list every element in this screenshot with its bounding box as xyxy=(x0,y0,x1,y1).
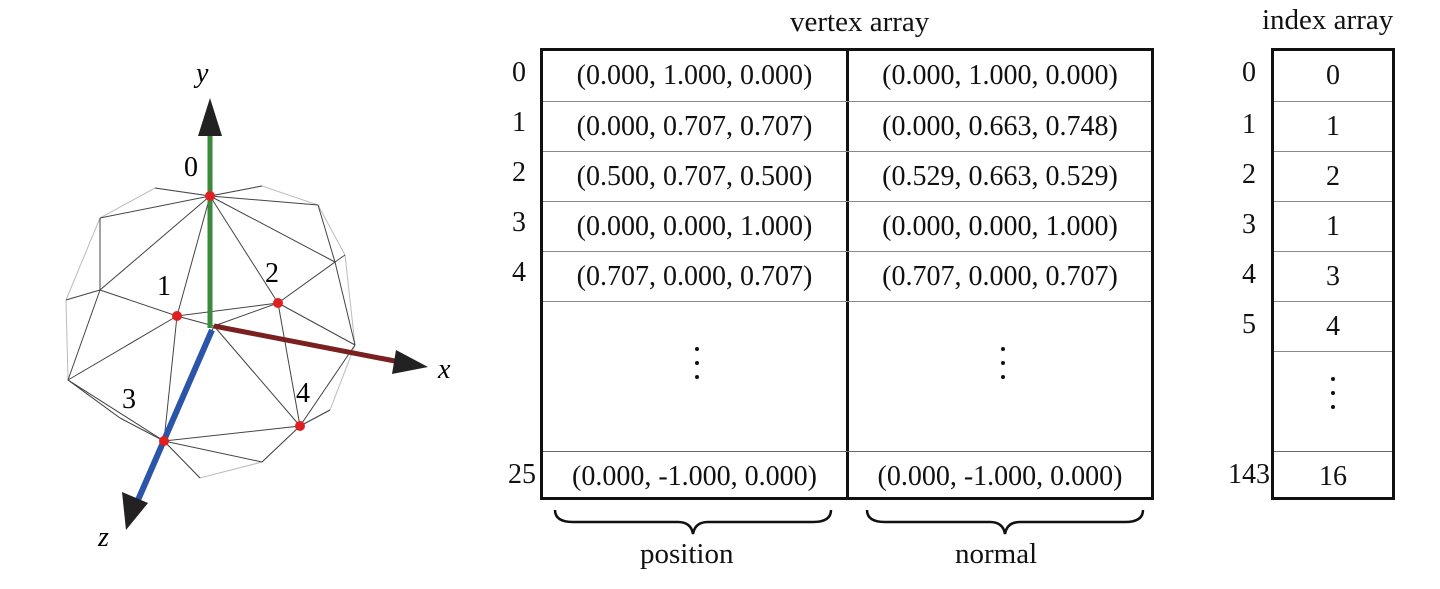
table-row: (0.707, 0.000, 0.707) (0.707, 0.000, 0.7… xyxy=(543,252,1151,302)
index-row-index: 1 xyxy=(1242,109,1256,140)
normal-cell: (0.707, 0.000, 0.707) xyxy=(882,261,1118,292)
row-divider xyxy=(1274,101,1392,102)
row-divider xyxy=(1274,451,1392,452)
index-row-index: 3 xyxy=(1242,209,1256,240)
index-row-index: 5 xyxy=(1242,309,1256,340)
row-divider xyxy=(1274,151,1392,152)
vertex-2-point xyxy=(273,298,283,308)
row-divider xyxy=(543,251,1151,252)
table-row: 3 xyxy=(1326,261,1340,292)
position-cell: (0.000, -1.000, 0.000) xyxy=(572,461,817,492)
table-row: 2 xyxy=(1326,161,1340,192)
z-axis-label: z xyxy=(97,522,109,553)
row-divider xyxy=(1274,351,1392,352)
normal-cell: (0.529, 0.663, 0.529) xyxy=(882,161,1118,192)
wireframe-mesh xyxy=(65,185,356,479)
normal-cell: (0.000, 1.000, 0.000) xyxy=(882,60,1118,91)
position-label: position xyxy=(640,538,734,570)
y-axis-label: y xyxy=(193,58,209,89)
row-divider xyxy=(543,201,1151,202)
vertex-row-index: 3 xyxy=(512,207,526,238)
table-row: (0.000, 1.000, 0.000) (0.000, 1.000, 0.0… xyxy=(543,51,1151,101)
index-array-title: index array xyxy=(1262,4,1394,36)
vertex-array-title: vertex array xyxy=(790,6,930,38)
column-divider xyxy=(846,51,849,497)
row-divider xyxy=(543,101,1151,102)
vertex-4-point xyxy=(295,421,305,431)
normal-cell: (0.000, -1.000, 0.000) xyxy=(877,461,1123,492)
position-cell: (0.000, 0.707, 0.707) xyxy=(576,111,813,142)
row-divider xyxy=(1274,201,1392,202)
index-row-index: 4 xyxy=(1242,259,1256,290)
vertex-row-index: 4 xyxy=(512,257,526,288)
vertex-label-2: 2 xyxy=(265,258,279,289)
position-cell: (0.000, 0.000, 1.000) xyxy=(576,211,813,242)
row-divider xyxy=(1274,301,1392,302)
vertex-0-point xyxy=(205,191,215,201)
normal-label: normal xyxy=(955,538,1038,570)
normal-brace xyxy=(865,509,1145,535)
table-row: (0.000, 0.000, 1.000) (0.000, 0.000, 1.0… xyxy=(543,202,1151,252)
table-row: (0.000, 0.707, 0.707) (0.000, 0.663, 0.7… xyxy=(543,102,1151,152)
vertex-label-0: 0 xyxy=(184,152,198,183)
position-cell: (0.707, 0.000, 0.707) xyxy=(576,261,813,292)
index-row-index: 143 xyxy=(1228,459,1270,490)
x-axis xyxy=(213,323,428,374)
vertex-row-index: 0 xyxy=(512,57,526,88)
table-row: 1 xyxy=(1326,111,1340,142)
index-row-index: 0 xyxy=(1242,57,1256,88)
ellipsis-normal xyxy=(999,347,1007,389)
table-row: 4 xyxy=(1326,311,1340,342)
table-row: (0.500, 0.707, 0.500) (0.529, 0.663, 0.5… xyxy=(543,152,1151,202)
vertex-label-4: 4 xyxy=(296,378,310,409)
vertex-label-3: 3 xyxy=(122,384,136,415)
row-divider xyxy=(543,451,1151,452)
ellipsis-position xyxy=(693,347,701,389)
row-divider xyxy=(543,151,1151,152)
normal-cell: (0.000, 0.000, 1.000) xyxy=(882,211,1118,242)
z-axis xyxy=(122,328,215,530)
position-brace xyxy=(553,509,833,535)
table-row: 1 xyxy=(1326,211,1340,242)
vertex-array-table: (0.000, 1.000, 0.000) (0.000, 1.000, 0.0… xyxy=(540,48,1154,500)
table-row: 0 xyxy=(1326,60,1340,91)
position-cell: (0.000, 1.000, 0.000) xyxy=(576,60,813,91)
vertex-3-point xyxy=(159,436,169,446)
vertex-row-index: 2 xyxy=(512,157,526,188)
vertex-1-point xyxy=(172,311,182,321)
index-array-table: 0 1 2 1 3 4 16 xyxy=(1271,48,1395,500)
x-axis-label: x xyxy=(437,354,451,385)
vertex-row-index: 1 xyxy=(512,107,526,138)
row-divider xyxy=(1274,251,1392,252)
ellipsis-index xyxy=(1329,377,1337,419)
vertex-row-index: 25 xyxy=(508,459,536,490)
table-row: 16 xyxy=(1319,461,1347,492)
y-axis xyxy=(198,98,222,328)
sphere-wireframe-diagram: y x z 0 1 2 3 4 xyxy=(65,58,451,553)
index-row-index: 2 xyxy=(1242,159,1256,190)
position-cell: (0.500, 0.707, 0.500) xyxy=(576,161,813,192)
table-row: (0.000, -1.000, 0.000) (0.000, -1.000, 0… xyxy=(543,452,1151,502)
vertex-label-1: 1 xyxy=(157,271,171,302)
row-divider xyxy=(543,301,1151,302)
normal-cell: (0.000, 0.663, 0.748) xyxy=(882,111,1118,142)
